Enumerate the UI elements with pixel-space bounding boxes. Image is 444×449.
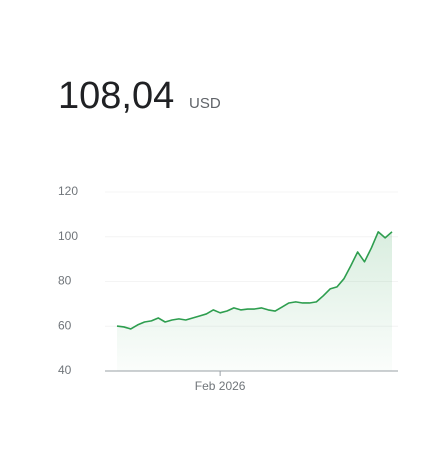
area xyxy=(117,231,392,371)
y-tick-label: 120 xyxy=(58,184,78,198)
y-tick-label: 40 xyxy=(58,363,72,377)
x-tick-label: Feb 2026 xyxy=(195,379,246,393)
y-tick-label: 100 xyxy=(58,229,78,243)
currency: USD xyxy=(189,95,221,112)
y-tick-label: 80 xyxy=(58,274,72,288)
line xyxy=(116,231,393,330)
y-tick-label: 60 xyxy=(58,318,72,332)
price: 108,04 xyxy=(58,75,174,117)
